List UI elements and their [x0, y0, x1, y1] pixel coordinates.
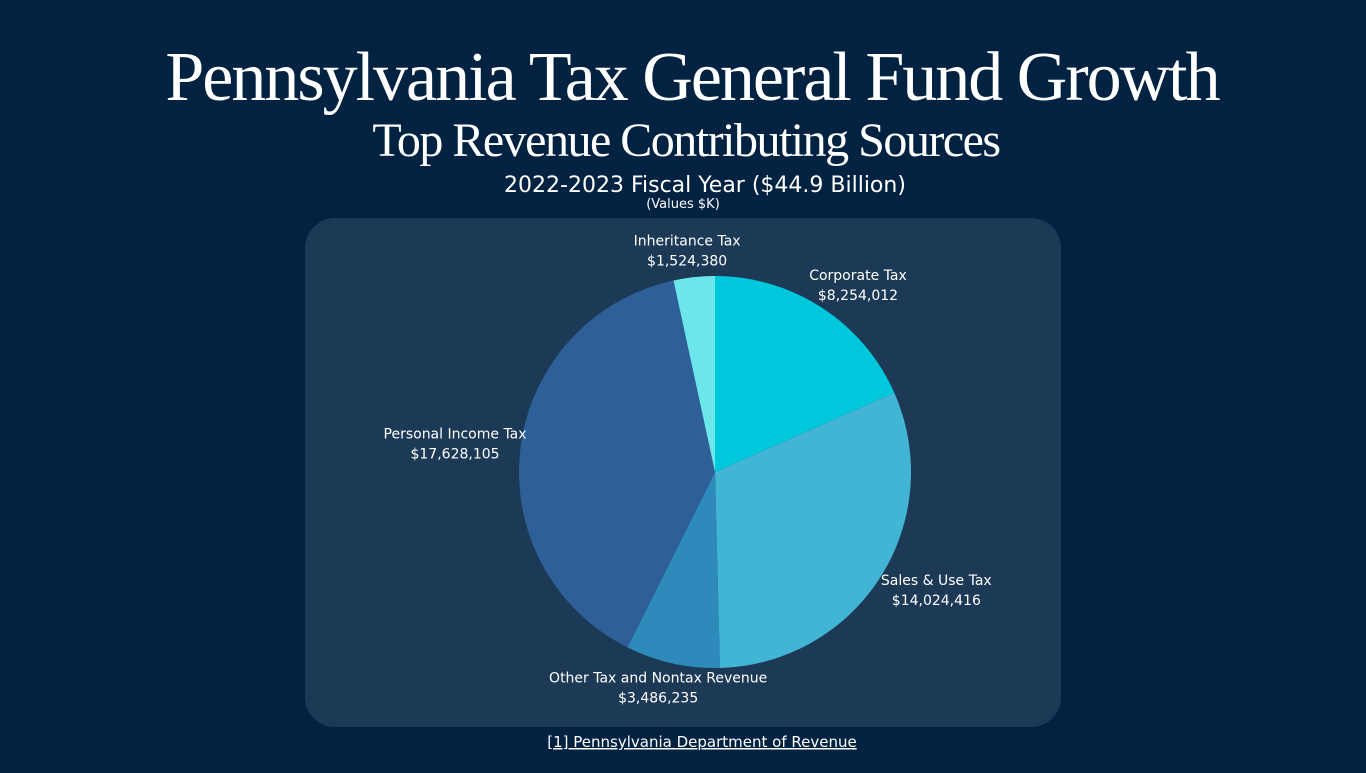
slice-label: Personal Income Tax	[384, 426, 527, 442]
slice-value-label: $3,486,235	[618, 691, 698, 707]
slice-value-label: $1,524,380	[647, 253, 727, 269]
slice-value-label: $17,628,105	[410, 446, 499, 462]
source-link[interactable]: [1] Pennsylvania Department of Revenue	[547, 733, 856, 751]
chart-title: Pennsylvania Tax General Fund Growth	[165, 39, 1220, 116]
units-note: (Values $K)	[646, 197, 720, 212]
slice-label: Sales & Use Tax	[881, 573, 992, 589]
pie-slice	[627, 472, 720, 668]
pie-slice	[519, 280, 715, 648]
chart-subtitle: Top Revenue Contributing Sources	[372, 114, 999, 167]
pie: Corporate Tax $8,254,012 Sales & Use Tax $1…	[384, 233, 992, 706]
slice-label: Other Tax and Nontax Revenue	[549, 671, 767, 687]
period: 2022-2023 Fiscal Year ($44.9 Billion)	[504, 173, 906, 198]
slice-label: Inheritance Tax	[634, 233, 741, 249]
slice-value-label: $8,254,012	[818, 288, 898, 304]
pie-slice	[715, 392, 911, 668]
pie-slice	[715, 276, 895, 472]
pie-slice	[673, 276, 715, 472]
slice-value-label: $14,024,416	[892, 593, 981, 609]
slice-label: Corporate Tax	[809, 268, 907, 284]
